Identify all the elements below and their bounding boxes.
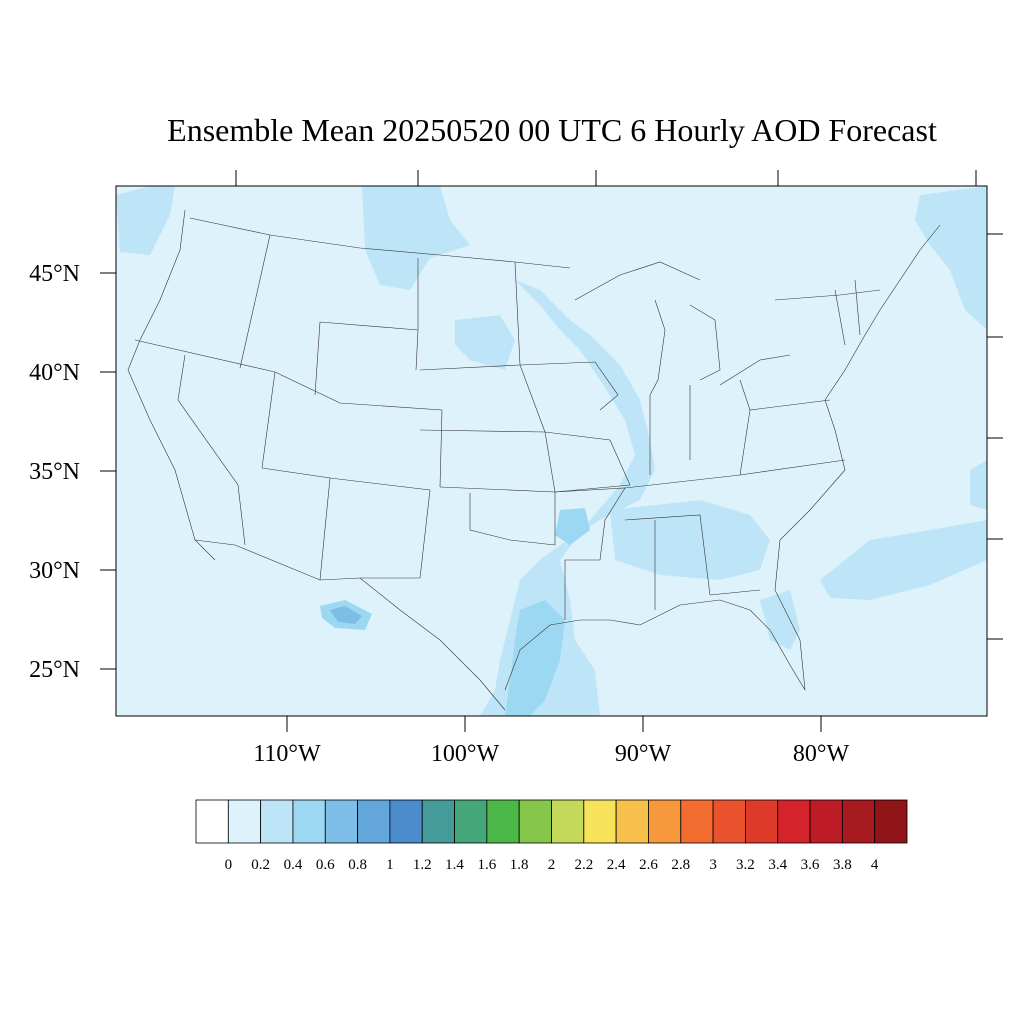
colorbar-swatch bbox=[648, 799, 682, 844]
colorbar-tick-label: 3 bbox=[709, 857, 717, 873]
lon-label-100w: 100°W bbox=[431, 741, 500, 767]
map-title: Ensemble Mean 20250520 00 UTC 6 Hourly A… bbox=[167, 112, 937, 148]
state-boundaries bbox=[127, 209, 941, 711]
aod-level-0.6-0.8 bbox=[330, 606, 362, 624]
colorbar-swatch bbox=[518, 799, 552, 844]
lat-label-40n: 40°N bbox=[29, 360, 80, 386]
colorbar-swatch bbox=[712, 799, 746, 844]
colorbar-tick-label: 0 bbox=[225, 857, 233, 873]
map-frame bbox=[115, 185, 988, 717]
colorbar-tick-label: 0.6 bbox=[316, 857, 335, 873]
aod-level-0.4-0.6 bbox=[320, 508, 590, 716]
right-ticks bbox=[987, 233, 1003, 640]
colorbar-swatch bbox=[615, 799, 649, 844]
colorbar-tick-label: 1.2 bbox=[413, 857, 432, 873]
lon-label-110w: 110°W bbox=[253, 741, 321, 767]
colorbar-swatch bbox=[809, 799, 843, 844]
colorbar-tick-label: 1.4 bbox=[445, 857, 464, 873]
colorbar-tick-label: 1.8 bbox=[510, 857, 529, 873]
colorbar: 0 0.2 0.4 0.6 0.8 1 1.2 1.4 1.6 1.8 2 2.2 2.4 2.6 2.8 3… bbox=[195, 799, 908, 873]
top-ticks bbox=[235, 170, 977, 186]
colorbar-swatch bbox=[841, 799, 876, 844]
lat-label-25n: 25°N bbox=[29, 657, 80, 683]
colorbar-swatch bbox=[777, 799, 811, 844]
bottom-ticks bbox=[286, 716, 822, 732]
colorbar-swatch bbox=[292, 799, 326, 844]
colorbar-swatch bbox=[324, 799, 358, 844]
aod-level-0.2-0.4 bbox=[116, 186, 987, 716]
colorbar-tick-label: 4 bbox=[871, 857, 879, 873]
colorbar-tick-label: 1 bbox=[386, 857, 394, 873]
colorbar-swatch bbox=[454, 799, 488, 844]
colorbar-tick-label: 0.4 bbox=[284, 857, 303, 873]
colorbar-swatch bbox=[680, 799, 714, 844]
colorbar-tick-label: 2.8 bbox=[671, 857, 690, 873]
colorbar-tick-label: 3.8 bbox=[833, 857, 852, 873]
colorbar-tick-label: 3.2 bbox=[736, 857, 755, 873]
aod-field bbox=[116, 186, 987, 716]
colorbar-swatch bbox=[357, 799, 391, 844]
colorbar-swatch bbox=[421, 799, 455, 844]
colorbar-swatch bbox=[227, 799, 262, 844]
colorbar-tick-label: 0.8 bbox=[348, 857, 367, 873]
colorbar-tick-label: 3.4 bbox=[768, 857, 787, 873]
colorbar-tick-label: 2.4 bbox=[607, 857, 626, 873]
lat-label-30n: 30°N bbox=[29, 558, 80, 584]
colorbar-tick-label: 2.2 bbox=[574, 857, 593, 873]
lat-label-45n: 45°N bbox=[29, 261, 80, 287]
colorbar-tick-label: 2.6 bbox=[639, 857, 658, 873]
colorbar-swatch bbox=[260, 799, 294, 844]
lon-label-90w: 90°W bbox=[615, 741, 672, 767]
colorbar-swatch bbox=[389, 799, 423, 844]
colorbar-tick-label: 0.2 bbox=[251, 857, 270, 873]
colorbar-swatch bbox=[745, 799, 779, 844]
colorbar-swatch bbox=[486, 799, 520, 844]
colorbar-tick-label: 1.6 bbox=[477, 857, 496, 873]
lat-label-35n: 35°N bbox=[29, 459, 80, 485]
colorbar-swatch bbox=[195, 799, 229, 844]
colorbar-tick-label: 2 bbox=[548, 857, 556, 873]
colorbar-swatch bbox=[874, 799, 908, 844]
colorbar-swatch bbox=[583, 799, 617, 844]
lon-label-80w: 80°W bbox=[793, 741, 850, 767]
left-ticks bbox=[100, 272, 116, 670]
colorbar-tick-label: 3.6 bbox=[801, 857, 820, 873]
colorbar-swatch bbox=[551, 799, 585, 844]
